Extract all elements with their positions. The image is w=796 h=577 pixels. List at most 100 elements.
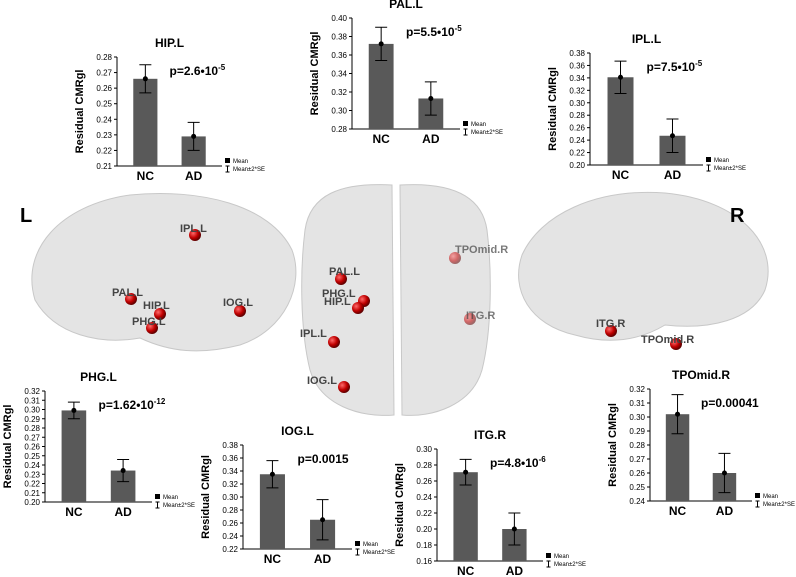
legend-mean-icon — [225, 158, 230, 163]
y-tick-label: 0.30 — [416, 445, 432, 454]
legend-mean: Mean — [163, 495, 178, 501]
y-axis-label: Residual CMRgl — [74, 70, 86, 154]
chart-title: PAL.L — [389, 0, 423, 11]
bar — [61, 410, 87, 502]
region-sphere — [335, 273, 347, 285]
region-sphere — [328, 336, 340, 348]
region-label: PAL.L — [112, 287, 143, 299]
x-tick-label: NC — [65, 505, 83, 519]
legend-error: Mean±2*SE — [363, 550, 395, 556]
p-value-text: p=4.8•10 — [490, 456, 539, 470]
y-tick-label: 0.30 — [24, 406, 40, 415]
legend-error-icon — [463, 128, 468, 136]
y-axis-label: Residual CMRgl — [309, 32, 321, 116]
y-tick-label: 0.24 — [222, 532, 238, 541]
brain-views — [31, 184, 769, 416]
y-tick-label: 0.29 — [629, 427, 645, 436]
y-tick-label: 0.28 — [629, 441, 645, 450]
legend-error-icon — [546, 560, 551, 568]
region-sphere — [189, 229, 201, 241]
y-tick-label: 0.30 — [222, 493, 238, 502]
brain-top-right — [399, 184, 491, 416]
x-tick-label: NC — [612, 168, 630, 182]
chart-title: PHG.L — [80, 370, 117, 384]
y-tick-label: 0.22 — [96, 146, 112, 155]
legend-mean-icon — [355, 541, 360, 546]
y-axis-label: Residual CMRgl — [200, 455, 212, 539]
y-tick-label: 0.24 — [416, 493, 432, 502]
y-tick-label: 0.34 — [222, 467, 238, 476]
p-value-text: p=2.6•10 — [170, 64, 219, 78]
y-tick-label: 0.34 — [331, 70, 347, 79]
mean-dot — [120, 468, 126, 474]
bar — [665, 414, 690, 501]
legend-error: Mean±2*SE — [163, 503, 195, 509]
region-sphere — [352, 302, 364, 314]
legend-error: Mean±2*SE — [554, 562, 586, 568]
p-value-text: p=0.0015 — [298, 452, 349, 466]
p-value-exponent: -6 — [539, 455, 547, 464]
legend-mean-icon — [755, 493, 760, 498]
chart-title: HIP.L — [155, 36, 184, 50]
x-tick-label: AD — [506, 564, 524, 577]
p-value-text: p=7.5•10 — [647, 60, 696, 74]
y-tick-label: 0.28 — [222, 506, 238, 515]
y-axis-label: Residual CMRgl — [547, 67, 559, 151]
y-tick-label: 0.36 — [569, 61, 585, 70]
y-tick-label: 0.25 — [24, 452, 40, 461]
region-label: ITG.R — [596, 318, 625, 330]
region-sphere — [125, 293, 137, 305]
p-value-exponent: -12 — [154, 397, 166, 406]
y-tick-label: 0.24 — [24, 461, 40, 470]
chart-title: TPOmid.R — [672, 368, 730, 382]
mean-dot — [428, 95, 434, 101]
y-tick-label: 0.32 — [569, 86, 585, 95]
brain-right — [518, 191, 769, 341]
legend-mean: Mean — [714, 158, 729, 164]
chart-title: IOG.L — [281, 424, 314, 438]
region-sphere — [449, 252, 461, 264]
bar-chart: IPL.L Residual CMRgl 0.20 0.22 0.24 0.26 0.28 0… — [547, 32, 746, 182]
y-tick-label: 0.23 — [96, 131, 112, 140]
y-tick-label: 0.22 — [416, 509, 432, 518]
y-axis-label: Residual CMRgl — [607, 403, 619, 487]
y-tick-label: 0.28 — [331, 125, 347, 134]
y-tick-label: 0.38 — [569, 49, 585, 58]
legend-error: Mean±2*SE — [714, 166, 746, 172]
legend-mean: Mean — [763, 494, 778, 500]
p-value-text: p=0.00041 — [701, 396, 759, 410]
y-tick-label: 0.25 — [629, 483, 645, 492]
y-tick-label: 0.30 — [629, 413, 645, 422]
y-tick-label: 0.31 — [629, 399, 645, 408]
y-tick-label: 0.16 — [416, 557, 432, 566]
mean-dot — [721, 470, 727, 476]
chart-title: ITG.R — [474, 428, 506, 442]
y-tick-label: 0.30 — [331, 107, 347, 116]
bar — [133, 78, 158, 166]
p-value-exponent: -5 — [455, 24, 463, 33]
y-tick-label: 0.34 — [569, 74, 585, 83]
bar-chart: ITG.R Residual CMRgl 0.16 0.18 0.20 0.22 0.24 0… — [394, 428, 586, 577]
y-tick-label: 0.28 — [416, 461, 432, 470]
chart-title: IPL.L — [632, 32, 661, 46]
p-value: p=0.0015 — [298, 452, 349, 466]
legend-error: Mean±2*SE — [471, 130, 503, 136]
x-tick-label: AD — [422, 132, 440, 146]
y-tick-label: 0.32 — [331, 88, 347, 97]
y-tick-label: 0.30 — [569, 99, 585, 108]
p-value: p=2.6•10-5 — [170, 63, 226, 78]
y-tick-label: 0.32 — [222, 480, 238, 489]
region-label: IPL.L — [180, 223, 207, 235]
brain-left — [31, 192, 297, 352]
mean-dot — [669, 133, 675, 139]
legend-error-icon — [755, 500, 760, 508]
region-label: IOG.L — [223, 297, 253, 309]
region-sphere — [670, 338, 682, 350]
y-axis-label: Residual CMRgl — [2, 405, 14, 489]
x-tick-label: NC — [264, 552, 282, 566]
region-label: HIP.L — [324, 296, 351, 308]
y-tick-label: 0.36 — [222, 454, 238, 463]
y-tick-label: 0.26 — [222, 519, 238, 528]
p-value: p=1.62•10-12 — [99, 397, 166, 412]
